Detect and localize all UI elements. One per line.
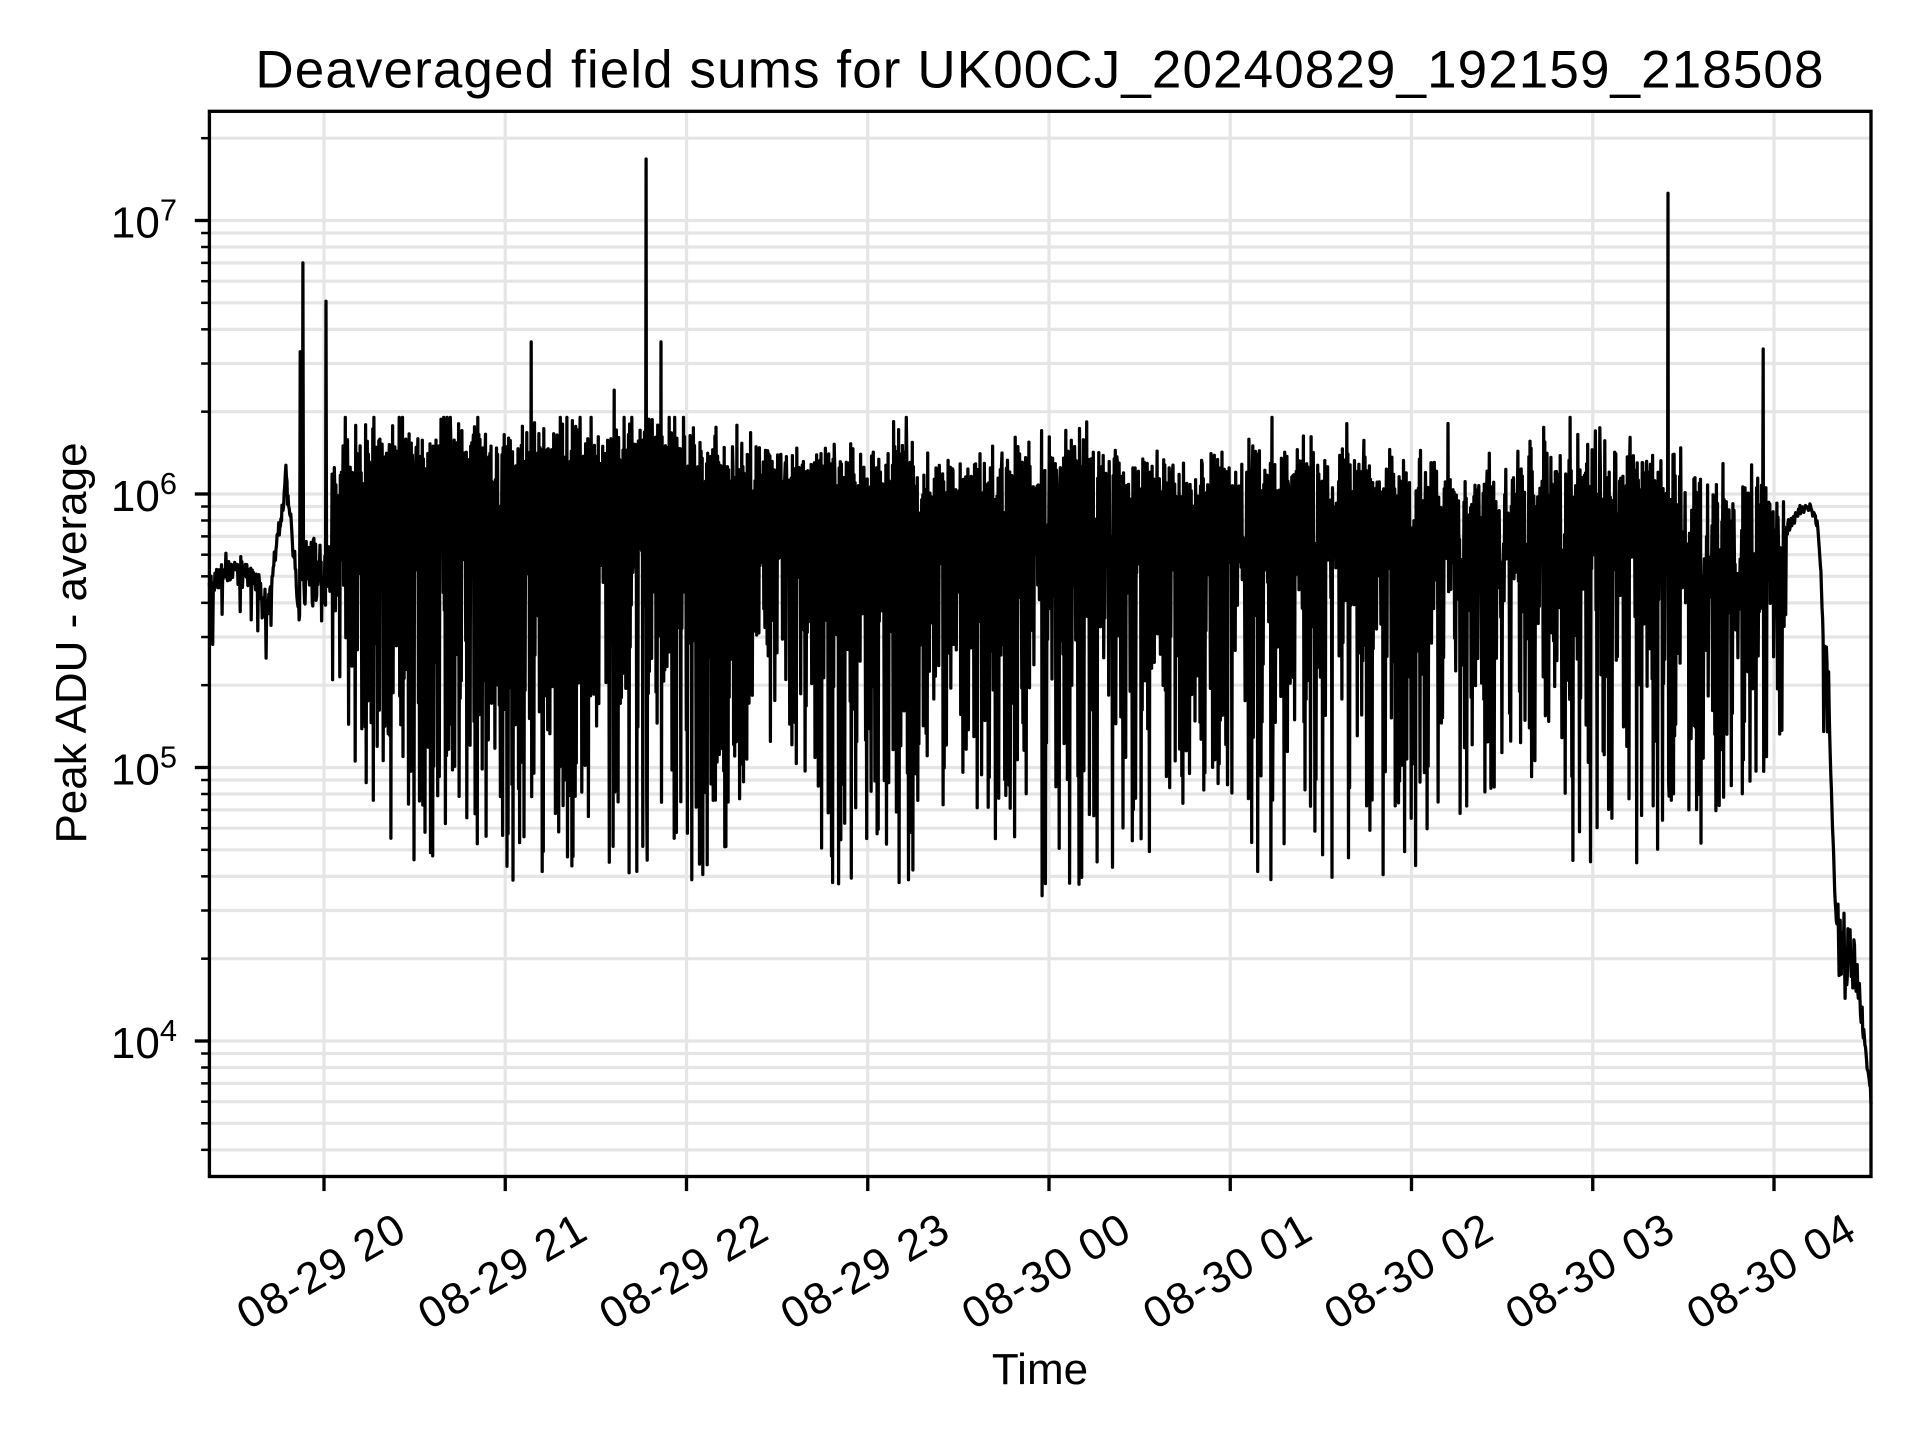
svg-text:105: 105 [111, 740, 177, 795]
svg-text:Deaveraged field sums for UK00: Deaveraged field sums for UK00CJ_2024082… [255, 41, 1824, 100]
svg-text:107: 107 [111, 193, 177, 248]
svg-text:Time: Time [992, 1345, 1088, 1394]
svg-text:Peak ADU - average: Peak ADU - average [47, 442, 96, 843]
